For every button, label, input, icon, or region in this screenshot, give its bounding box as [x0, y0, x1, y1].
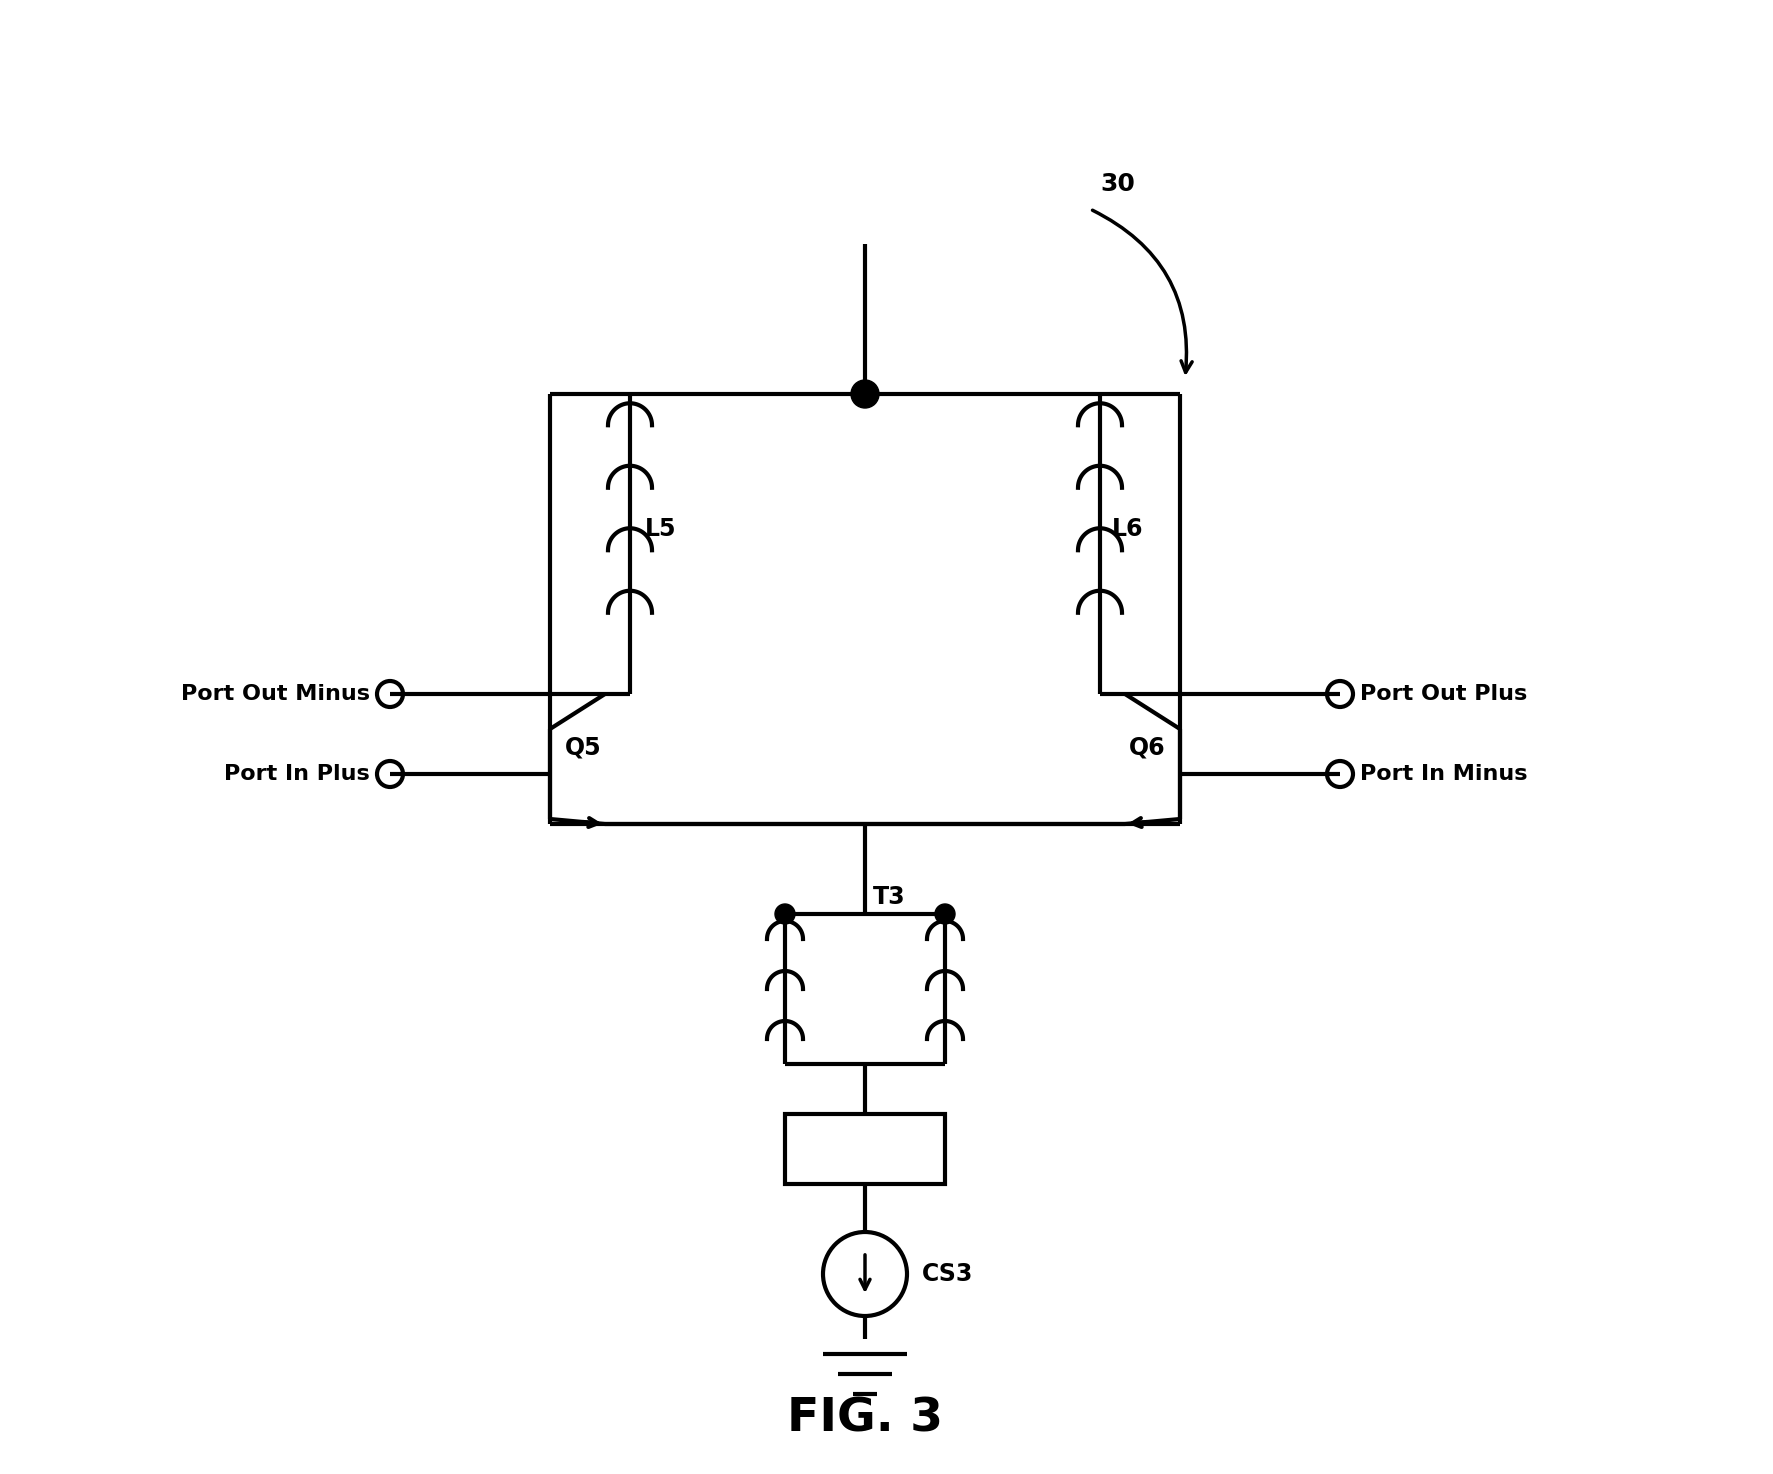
Text: Port Out Minus: Port Out Minus — [181, 684, 371, 705]
Text: FIG. 3: FIG. 3 — [787, 1396, 943, 1442]
Text: Port In Minus: Port In Minus — [1360, 764, 1528, 784]
Text: L6: L6 — [1112, 517, 1144, 541]
Text: CS3: CS3 — [922, 1262, 973, 1285]
Text: 30: 30 — [1099, 172, 1135, 196]
Text: Q6: Q6 — [1128, 736, 1165, 759]
Text: Port In Plus: Port In Plus — [223, 764, 371, 784]
Bar — [785, 1114, 945, 1184]
Text: Q5: Q5 — [566, 736, 601, 759]
Circle shape — [775, 904, 794, 924]
Circle shape — [934, 904, 956, 924]
Text: T3: T3 — [872, 884, 906, 909]
Text: Port Out Plus: Port Out Plus — [1360, 684, 1527, 705]
Circle shape — [851, 380, 879, 408]
Text: L5: L5 — [645, 517, 677, 541]
